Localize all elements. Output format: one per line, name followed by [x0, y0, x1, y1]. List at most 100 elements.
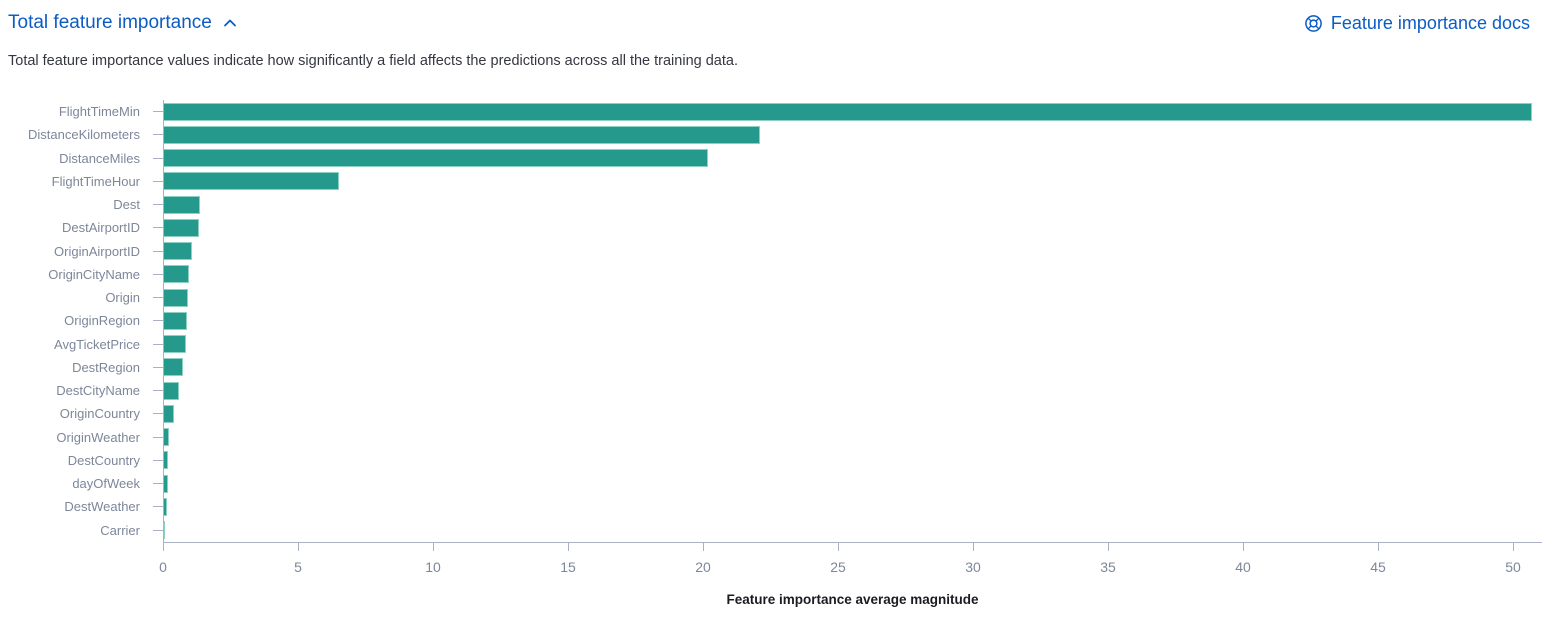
bar-DistanceMiles	[163, 149, 709, 168]
help-lifering-icon	[1304, 14, 1323, 33]
x-axis-tick-label: 15	[560, 558, 576, 575]
bar-OriginRegion	[163, 311, 188, 330]
chart-row: Dest	[0, 193, 1542, 216]
panel-title: Total feature importance	[8, 12, 212, 33]
y-axis-tick	[153, 459, 163, 461]
y-axis-tick	[153, 204, 163, 206]
x-axis-tick	[1378, 541, 1379, 551]
y-axis-tick	[153, 250, 163, 252]
chart-rows: FlightTimeMin DistanceKilometers DistanceM…	[0, 100, 1542, 542]
chart-row: FlightTimeHour	[0, 170, 1542, 193]
x-axis-tick-label: 25	[830, 558, 846, 575]
x-axis-line	[163, 541, 1542, 543]
x-axis-tick-label: 10	[425, 558, 441, 575]
chart-row: OriginAirportID	[0, 240, 1542, 263]
y-axis-label: OriginCityName	[48, 266, 140, 282]
x-axis-tick-label: 20	[695, 558, 711, 575]
y-axis-label: OriginAirportID	[54, 243, 140, 259]
chart-row: DestRegion	[0, 356, 1542, 379]
y-axis-tick	[153, 366, 163, 368]
y-axis-tick	[153, 297, 163, 299]
chart-row: FlightTimeMin	[0, 100, 1542, 123]
y-axis-tick	[153, 111, 163, 113]
x-axis-tick	[703, 541, 704, 551]
y-axis-tick	[153, 390, 163, 392]
y-axis-label: OriginRegion	[64, 313, 140, 329]
x-axis-tick	[298, 541, 299, 551]
chart-row: DestCityName	[0, 379, 1542, 402]
y-axis-label: Carrier	[100, 522, 140, 538]
y-axis-tick	[153, 134, 163, 136]
x-axis-tick-label: 30	[965, 558, 981, 575]
y-axis-label: Dest	[113, 197, 140, 213]
feature-importance-chart: FlightTimeMin DistanceKilometers DistanceM…	[0, 100, 1542, 618]
y-axis-tick	[153, 320, 163, 322]
y-axis-tick	[153, 180, 163, 182]
chart-row: OriginCountry	[0, 402, 1542, 425]
chart-row: DestAirportID	[0, 216, 1542, 239]
x-axis-tick	[1108, 541, 1109, 551]
chevron-up-icon	[222, 15, 238, 31]
bar-OriginAirportID	[163, 242, 192, 261]
x-axis-tick-label: 35	[1100, 558, 1116, 575]
chart-row: Carrier	[0, 519, 1542, 542]
chart-row: Origin	[0, 286, 1542, 309]
x-axis-tick-label: 5	[294, 558, 302, 575]
bar-Dest	[163, 195, 200, 214]
x-axis-title: Feature importance average magnitude	[726, 591, 979, 607]
x-axis-tick-label: 40	[1235, 558, 1251, 575]
y-axis-label: DestRegion	[72, 359, 140, 375]
bar-AvgTicketPrice	[163, 335, 186, 354]
y-axis-label: FlightTimeMin	[58, 104, 140, 120]
docs-link-label: Feature importance docs	[1330, 12, 1530, 33]
total-feature-importance-toggle[interactable]: Total feature importance	[8, 12, 238, 34]
chart-row: DestCountry	[0, 449, 1542, 472]
x-axis-tick	[1243, 541, 1244, 551]
panel-header: Total feature importance Feature importa…	[8, 12, 1530, 34]
chart-row: OriginRegion	[0, 309, 1542, 332]
x-axis-tick	[163, 541, 164, 551]
y-axis-label: DistanceKilometers	[28, 127, 140, 143]
feature-importance-docs-link[interactable]: Feature importance docs	[1304, 13, 1530, 34]
x-axis-tick	[973, 541, 974, 551]
y-axis-tick	[153, 343, 163, 345]
y-axis-tick	[153, 273, 163, 275]
y-axis-tick	[153, 436, 163, 438]
y-axis-label: dayOfWeek	[72, 476, 140, 492]
x-axis-tick-label: 0	[159, 558, 167, 575]
x-axis-tick	[1513, 541, 1514, 551]
bar-OriginCityName	[163, 265, 189, 284]
x-axis-tick	[433, 541, 434, 551]
y-axis-tick	[153, 157, 163, 159]
y-axis-label: FlightTimeHour	[51, 173, 140, 189]
y-axis-label: DistanceMiles	[59, 150, 140, 166]
chart-row: OriginWeather	[0, 426, 1542, 449]
y-axis-label: DestCountry	[67, 452, 140, 468]
x-axis-tick	[568, 541, 569, 551]
x-axis-tick-label: 50	[1505, 558, 1521, 575]
y-axis-line	[163, 100, 164, 542]
bar-DistanceKilometers	[163, 125, 760, 144]
x-axis-tick-label: 45	[1370, 558, 1386, 575]
y-axis-label: AvgTicketPrice	[54, 336, 140, 352]
y-axis-tick	[153, 483, 163, 485]
x-axis-tick	[838, 541, 839, 551]
y-axis-tick	[153, 413, 163, 415]
y-axis-label: Origin	[105, 290, 140, 306]
chart-row: DistanceMiles	[0, 147, 1542, 170]
y-axis-tick	[153, 506, 163, 508]
bar-DestRegion	[163, 358, 183, 377]
chart-row: DistanceKilometers	[0, 123, 1542, 146]
y-axis-label: DestCityName	[56, 383, 140, 399]
bar-OriginCountry	[163, 404, 175, 423]
y-axis-label: OriginCountry	[59, 406, 140, 422]
bar-FlightTimeMin	[163, 102, 1532, 121]
chart-row: OriginCityName	[0, 263, 1542, 286]
panel-description: Total feature importance values indicate…	[8, 53, 738, 69]
bar-DestAirportID	[163, 218, 199, 237]
bar-DestCityName	[163, 381, 179, 400]
y-axis-label: DestWeather	[64, 499, 140, 515]
bar-FlightTimeHour	[163, 172, 339, 191]
y-axis-label: DestAirportID	[61, 220, 140, 236]
bar-Origin	[163, 288, 189, 307]
